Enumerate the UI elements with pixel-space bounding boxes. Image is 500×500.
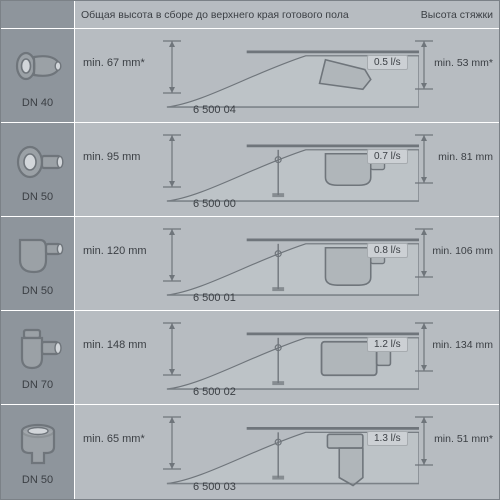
min-height-left: min. 120 mm (83, 245, 147, 257)
trap-icon-cell: DN 50 (1, 217, 75, 311)
header-row: Общая высота в сборе до верхнего края го… (75, 1, 499, 29)
dn-label: DN 50 (22, 191, 53, 203)
header-left-blank (1, 1, 75, 29)
min-height-left: min. 95 mm (83, 151, 140, 163)
dim-arrow-right-icon (413, 225, 435, 289)
min-height-right: min. 134 mm (432, 339, 493, 351)
flow-rate-badge: 1.3 l/s (367, 431, 408, 446)
flow-rate-badge: 0.8 l/s (367, 243, 408, 258)
min-height-left: min. 148 mm (83, 339, 147, 351)
trap-icon-cell: DN 50 (1, 123, 75, 217)
profile-cell: min. 95 mm 0.7 l/s min. 81 mm 6 500 00 (75, 123, 499, 217)
model-number: 6 500 04 (193, 104, 236, 116)
profile-cell: min. 67 mm* 0.5 l/s min. 53 mm* 6 500 04 (75, 29, 499, 123)
dn-label: DN 70 (22, 379, 53, 391)
model-number: 6 500 01 (193, 292, 236, 304)
trap-icon (12, 42, 64, 95)
min-height-left: min. 67 mm* (83, 57, 145, 69)
header-main-title: Общая высота в сборе до верхнего края го… (81, 9, 349, 21)
trap-icon (12, 419, 64, 472)
model-number: 6 500 00 (193, 198, 236, 210)
flow-rate-badge: 0.5 l/s (367, 55, 408, 70)
min-height-right: min. 81 mm (438, 151, 493, 163)
profile-cell: min. 148 mm 1.2 l/s min. 134 mm 6 500 02 (75, 311, 499, 405)
dim-arrow-right-icon (413, 131, 435, 195)
header-right-title: Высота стяжки (421, 9, 493, 21)
trap-icon-cell: DN 50 (1, 405, 75, 499)
trap-icon (12, 136, 64, 189)
dim-arrow-right-icon (413, 37, 435, 101)
min-height-right: min. 53 mm* (434, 57, 493, 69)
trap-icon-cell: DN 70 (1, 311, 75, 405)
dn-label: DN 50 (22, 285, 53, 297)
dn-label: DN 40 (22, 97, 53, 109)
model-number: 6 500 02 (193, 386, 236, 398)
dim-arrow-right-icon (413, 319, 435, 383)
min-height-left: min. 65 mm* (83, 433, 145, 445)
profile-cell: min. 65 mm* 1.3 l/s min. 51 mm* 6 500 03 (75, 405, 499, 499)
dn-label: DN 50 (22, 474, 53, 486)
trap-icon (12, 324, 64, 377)
flow-rate-badge: 0.7 l/s (367, 149, 408, 164)
trap-icon-cell: DN 40 (1, 29, 75, 123)
min-height-right: min. 106 mm (432, 245, 493, 257)
model-number: 6 500 03 (193, 481, 236, 493)
flow-rate-badge: 1.2 l/s (367, 337, 408, 352)
trap-icon (12, 230, 64, 283)
dim-arrow-right-icon (413, 413, 435, 477)
min-height-right: min. 51 mm* (434, 433, 493, 445)
profile-cell: min. 120 mm 0.8 l/s min. 106 mm 6 500 01 (75, 217, 499, 311)
